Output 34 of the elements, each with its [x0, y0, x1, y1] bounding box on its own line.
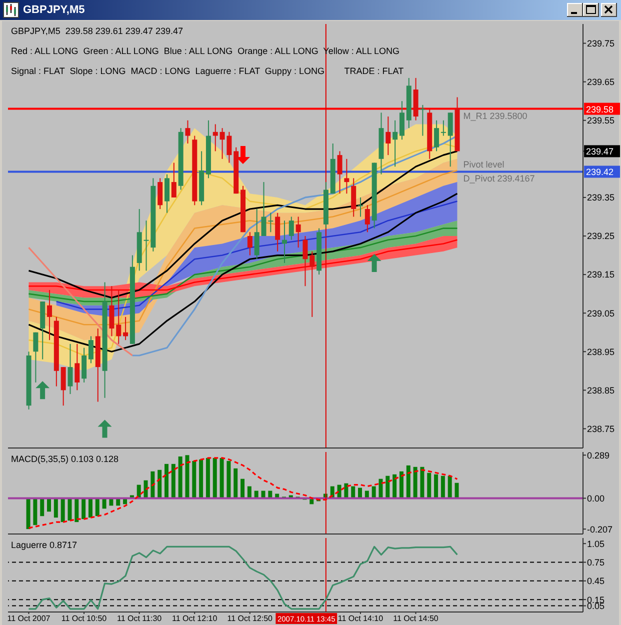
x-tick-label: 11 Oct 14:50	[393, 614, 439, 623]
y-tick-label: 239.05	[587, 308, 615, 318]
annotation: D_Pivot 239.4167	[463, 174, 535, 184]
chart-title: Laguerre 0.8717	[11, 539, 78, 552]
y-tick-label: 239.25	[587, 231, 615, 242]
chart-title: GBPJPY,M5	[23, 3, 85, 17]
annotation: Signal : FLAT Slope : LONG MACD : LONG Laguerre : FLAT Guppy : LONG TRADE : FLAT	[11, 65, 404, 78]
chart-subtitle: GBPJPY,M5 239.58 239.61 239.47 239.47	[11, 25, 184, 38]
x-tick-label: 11 Oct 10:50	[61, 614, 108, 623]
y-tick-label: 239.55	[587, 116, 615, 126]
ref-line-label: 239.42	[586, 167, 614, 178]
y-tick-label: 239.15	[587, 270, 615, 280]
ref-line-label: 239.58	[586, 104, 614, 114]
y-tick-label: 239.35	[587, 192, 615, 203]
y-tick-label: 1.05	[587, 538, 605, 549]
annotation: M_R1 239.5800	[463, 110, 528, 121]
y-tick-label: 238.85	[587, 385, 615, 396]
x-tick-label: 11 Oct 12:50	[227, 614, 274, 623]
chart-title: MACD(5,35,5) 0.103 0.128	[11, 453, 119, 466]
y-tick-label: 239.47	[586, 146, 614, 157]
x-tick-label: 11 Oct 2007	[7, 614, 51, 623]
y-tick-label: 238.95	[587, 346, 615, 357]
x-tick-label: 11 Oct 12:10	[172, 614, 218, 623]
y-tick-label: 0.289	[587, 450, 610, 460]
y-tick-label: 239.65	[587, 77, 615, 88]
y-tick-label: 0.45	[587, 576, 605, 586]
y-tick-label: 238.75	[587, 424, 615, 434]
y-tick-label: -0.207	[587, 524, 613, 534]
x-tick-label: 11 Oct 11:30	[117, 614, 162, 623]
y-tick-label: 239.75	[587, 38, 615, 48]
y-tick-label: 0.75	[587, 557, 605, 568]
y-tick-label: 0.00	[587, 493, 605, 504]
x-tick-label: 11 Oct 14:10	[338, 614, 384, 623]
annotation: Pivot level	[463, 160, 504, 170]
